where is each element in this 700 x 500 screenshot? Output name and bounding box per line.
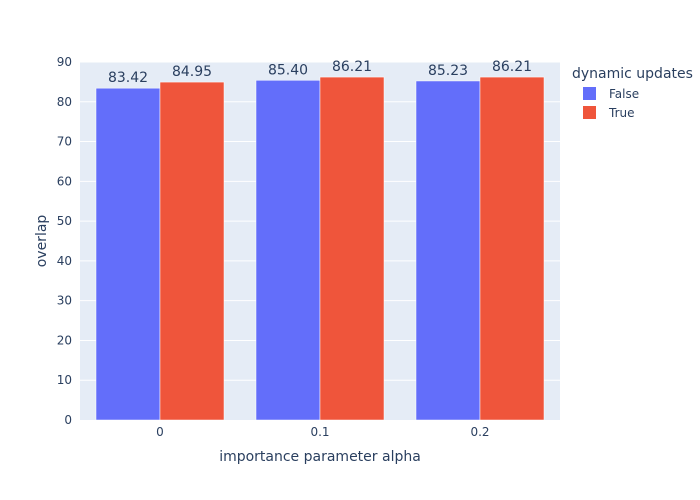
bar-false-0.2[interactable] <box>415 80 481 421</box>
y-tick-label: 40 <box>57 254 72 268</box>
y-axis-title: overlap <box>34 215 50 268</box>
bar-false-0[interactable] <box>95 87 161 421</box>
y-tick-label: 50 <box>57 214 72 228</box>
bar-true-0.1[interactable] <box>319 76 385 421</box>
y-tick-label: 20 <box>57 333 72 347</box>
bar-true-0[interactable] <box>159 81 225 421</box>
y-tick-label: 60 <box>57 174 72 188</box>
y-axis-ticks: 0 10 20 30 40 50 60 70 80 90 <box>57 55 72 427</box>
bars <box>95 76 545 421</box>
x-tick-label: 0 <box>156 425 164 439</box>
legend-label-false[interactable]: False <box>609 87 639 101</box>
bar-true-0.2[interactable] <box>479 76 545 421</box>
y-tick-label: 0 <box>64 413 72 427</box>
x-tick-label: 0.2 <box>470 425 489 439</box>
legend-swatch-false[interactable] <box>583 87 596 100</box>
y-tick-label: 70 <box>57 135 72 149</box>
y-tick-label: 90 <box>57 55 72 69</box>
x-axis-ticks: 0 0.1 0.2 <box>156 425 489 439</box>
data-label: 86.21 <box>492 59 532 75</box>
bar-false-0.1[interactable] <box>255 80 321 421</box>
y-tick-label: 30 <box>57 294 72 308</box>
legend-title: dynamic updates <box>572 66 693 82</box>
x-axis-title: importance parameter alpha <box>219 449 421 465</box>
data-label: 85.40 <box>268 62 308 78</box>
data-labels: 83.42 84.95 85.40 86.21 85.23 86.21 <box>108 59 532 86</box>
y-tick-label: 80 <box>57 95 72 109</box>
legend[interactable]: dynamic updates False True <box>572 66 693 120</box>
x-tick-label: 0.1 <box>310 425 329 439</box>
data-label: 85.23 <box>428 63 468 79</box>
legend-swatch-true[interactable] <box>583 106 596 119</box>
data-label: 86.21 <box>332 59 372 75</box>
data-label: 83.42 <box>108 70 148 86</box>
y-tick-label: 10 <box>57 373 72 387</box>
data-label: 84.95 <box>172 64 212 80</box>
legend-label-true[interactable]: True <box>608 106 635 120</box>
